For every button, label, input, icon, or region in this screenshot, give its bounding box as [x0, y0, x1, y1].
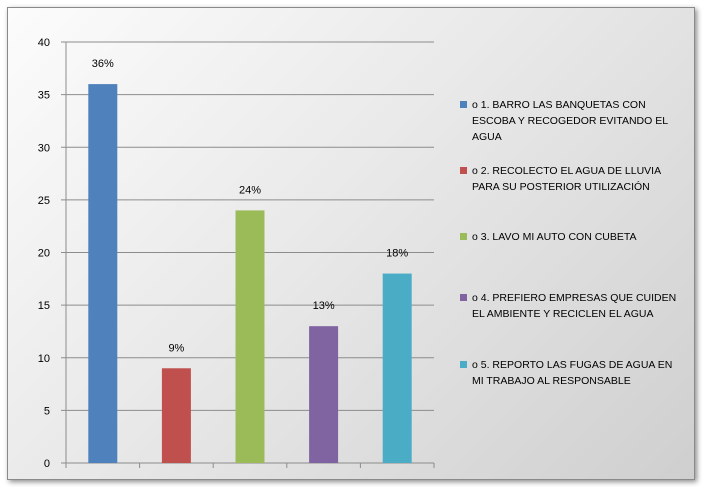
legend-label-3: o 3. LAVO MI AUTO CON CUBETA — [472, 231, 637, 243]
bar-4 — [309, 326, 339, 463]
legend-swatch-2 — [460, 167, 467, 174]
legend-swatch-5 — [460, 361, 467, 368]
y-tick-label: 40 — [38, 37, 50, 49]
legend-swatch-1 — [460, 101, 467, 108]
legend-item-2: o 2. RECOLECTO EL AGUA DE LLUVIA PARA SU… — [460, 163, 685, 195]
legend-item-4: o 4. PREFIERO EMPRESAS QUE CUIDEN EL AMB… — [460, 290, 685, 322]
y-tick-label: 10 — [38, 353, 50, 365]
data-label-1: 36% — [92, 58, 114, 70]
legend-label-5: o 5. REPORTO LAS FUGAS DE AGUA EN MI TRA… — [472, 359, 673, 387]
legend-label-4: o 4. PREFIERO EMPRESAS QUE CUIDEN EL AMB… — [472, 292, 677, 320]
data-label-5: 18% — [386, 248, 408, 260]
bar-3 — [235, 210, 265, 463]
gridlines — [66, 41, 434, 411]
y-tick-label: 0 — [44, 458, 50, 470]
y-tick-label: 15 — [38, 300, 50, 312]
data-label-4: 13% — [313, 300, 335, 312]
bar-2 — [161, 368, 191, 463]
legend-label-2: o 2. RECOLECTO EL AGUA DE LLUVIA PARA SU… — [472, 165, 661, 193]
bar-5 — [382, 273, 412, 463]
legend-label-1: o 1. BARRO LAS BANQUETAS CON ESCOBA Y RE… — [472, 99, 668, 143]
legend-swatch-3 — [460, 233, 467, 240]
bar-1 — [88, 84, 118, 463]
y-tick-label: 5 — [44, 405, 50, 417]
y-tick-label: 25 — [38, 195, 50, 207]
legend-item-5: o 5. REPORTO LAS FUGAS DE AGUA EN MI TRA… — [460, 357, 685, 389]
legend-item-3: o 3. LAVO MI AUTO CON CUBETA — [460, 229, 685, 245]
y-tick-label: 20 — [38, 248, 50, 260]
chart-frame — [7, 7, 695, 480]
y-tick-label: 35 — [38, 90, 50, 102]
legend-item-1: o 1. BARRO LAS BANQUETAS CON ESCOBA Y RE… — [460, 97, 685, 145]
data-label-2: 9% — [168, 342, 184, 354]
y-tick-label: 30 — [38, 142, 50, 154]
data-labels: 36% 9% 24% 13% 18% — [92, 58, 409, 354]
axes: 0 5 10 15 20 25 30 35 40 — [38, 37, 435, 470]
legend-swatch-4 — [460, 294, 467, 301]
bars — [88, 84, 412, 463]
data-label-3: 24% — [239, 184, 261, 196]
